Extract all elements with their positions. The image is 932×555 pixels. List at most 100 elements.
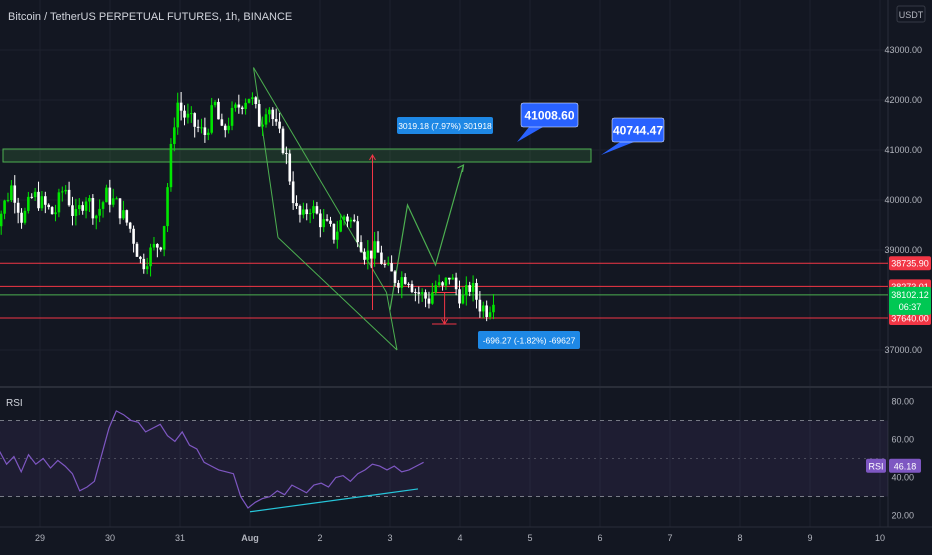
candle-body [271, 109, 275, 120]
candle-body [217, 101, 220, 120]
candle-body [37, 191, 40, 209]
candle-body [44, 196, 47, 205]
time-tick-label: 30 [105, 533, 115, 543]
candle-body [190, 113, 193, 115]
candle-body [101, 202, 105, 209]
candle-body [94, 215, 98, 219]
candle-body [335, 231, 339, 240]
candle-body [77, 205, 81, 210]
measure-down-label[interactable]: -696.27 (-1.82%) -69627 [478, 331, 580, 349]
drawing-layer[interactable] [253, 67, 465, 351]
rsi-series-tag-text: RSI [868, 461, 883, 471]
measure-down-arrowhead [441, 318, 449, 325]
candle-body [71, 205, 74, 216]
callout-40744-box [611, 117, 665, 143]
current-price-text: 38102.12 [891, 290, 929, 300]
time-tick-label: 29 [35, 533, 45, 543]
candle-body [315, 206, 319, 214]
candle-body [13, 185, 17, 203]
candle-body [346, 216, 349, 222]
currency-label: USDT [899, 10, 924, 20]
channel-right-edge[interactable] [386, 292, 398, 351]
candle-body [88, 198, 91, 202]
candle-body [465, 285, 468, 296]
candle-body [359, 242, 363, 252]
candle-body [424, 292, 427, 299]
candle-body [390, 263, 393, 272]
measure-up-label[interactable]: 3019.18 (7.97%) 301918 [397, 117, 493, 134]
candle-body [471, 282, 475, 292]
rsi-value-tag-text: 46.18 [894, 461, 917, 471]
candle-body [196, 126, 200, 128]
candle-body [156, 244, 159, 248]
candle-body [288, 153, 292, 182]
rsi-layer [0, 410, 424, 513]
candle-body [400, 277, 404, 288]
candle-body [183, 110, 186, 118]
candle-body [57, 192, 61, 213]
level-price-tag[interactable]: 38735.90 [889, 256, 931, 271]
channel-left-edge[interactable] [253, 67, 279, 238]
candle-body [312, 206, 315, 214]
candle-body [234, 104, 237, 108]
time-tick-label: 4 [457, 533, 462, 543]
candle-body [47, 204, 51, 208]
candle-body [261, 124, 264, 127]
candle-body [74, 209, 78, 216]
candle-body [298, 205, 302, 215]
candle-body [203, 127, 207, 135]
rsi-tick-label: 40.00 [891, 473, 914, 483]
candle-body [468, 285, 471, 292]
rsi-value-tag-box [889, 458, 921, 473]
rsi-series-tag-box [866, 458, 886, 473]
candle-body [356, 221, 359, 243]
candle-body [213, 101, 217, 106]
rsi-tick-label: 20.00 [891, 511, 914, 521]
rsi-series-tag[interactable]: RSI [866, 458, 886, 473]
candle-body [20, 212, 23, 223]
candle-body [393, 271, 397, 283]
candle-body [193, 113, 196, 127]
level-price-tag-text: 38735.90 [891, 259, 929, 269]
candle-body [369, 250, 373, 259]
level-price-tag-box [889, 256, 931, 271]
callout-40744[interactable]: 40744.47 [601, 117, 665, 155]
currency-badge[interactable]: USDT [896, 5, 926, 23]
rsi-divergence-line[interactable] [249, 488, 419, 513]
candle-body [441, 282, 444, 286]
candle-body [458, 289, 461, 304]
candle-body [451, 277, 455, 280]
candle-body [30, 196, 34, 198]
projection-arrowhead [457, 163, 465, 173]
candle-body [40, 196, 44, 209]
candle-body [64, 189, 67, 192]
candle-body [264, 114, 268, 125]
candle-body [268, 109, 271, 115]
candle-body [485, 305, 488, 317]
candle-body [475, 282, 478, 300]
candle-body [0, 213, 3, 227]
time-tick-label: 2 [317, 533, 322, 543]
resistance-zone[interactable] [2, 148, 592, 163]
rsi-tick-label: 80.00 [891, 396, 914, 406]
candle-body [149, 247, 152, 267]
candle-body [200, 127, 203, 129]
candle-body [454, 277, 458, 290]
candle-body [3, 200, 6, 214]
projection-path[interactable] [389, 164, 465, 311]
time-tick-label: Aug [241, 533, 259, 543]
rsi-value-tag[interactable]: 46.18 [889, 458, 921, 473]
callout-41008[interactable]: 41008.60 [517, 102, 579, 142]
candle-body [139, 256, 142, 259]
candle-body [448, 277, 451, 280]
channel-lower-line[interactable] [277, 237, 398, 351]
candle-body [342, 216, 346, 221]
time-tick-label: 3 [387, 533, 392, 543]
candle-body [122, 210, 125, 219]
time-tick-label: 31 [175, 533, 185, 543]
price-tick-label: 41000.00 [884, 145, 922, 155]
candle-body [118, 198, 122, 219]
